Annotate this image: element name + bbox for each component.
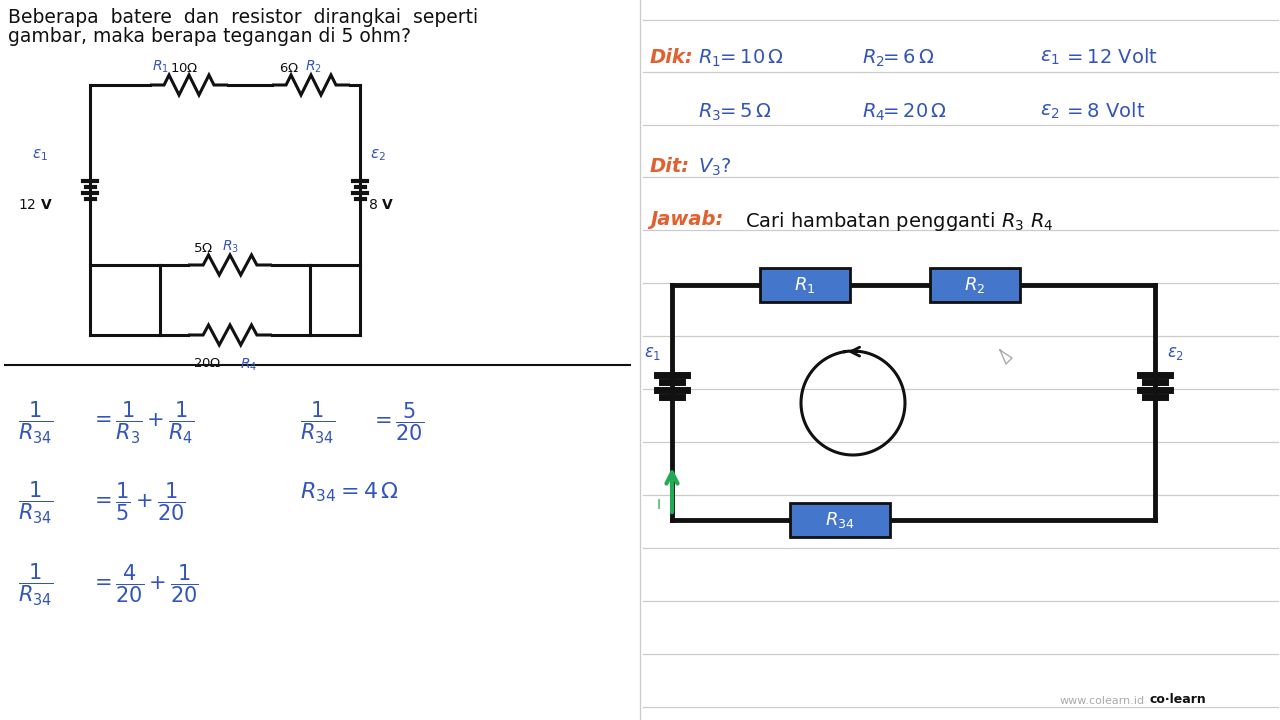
Text: gambar, maka berapa tegangan di 5 ohm?: gambar, maka berapa tegangan di 5 ohm? [8, 27, 411, 46]
Text: $R_3$: $R_3$ [221, 238, 239, 255]
FancyBboxPatch shape [931, 268, 1020, 302]
Text: $R_1$: $R_1$ [698, 48, 721, 69]
Text: Dik:: Dik: [650, 48, 694, 67]
FancyBboxPatch shape [790, 503, 890, 537]
Text: $\varepsilon_1$: $\varepsilon_1$ [32, 147, 47, 163]
Text: $= 12$ Volt: $= 12$ Volt [1062, 48, 1158, 67]
Text: $= \dfrac{1}{R_3} + \dfrac{1}{R_4}$: $= \dfrac{1}{R_3} + \dfrac{1}{R_4}$ [90, 400, 195, 446]
Text: $R_{34} = 4\,\Omega$: $R_{34} = 4\,\Omega$ [300, 480, 399, 503]
Text: $= \dfrac{1}{5} + \dfrac{1}{20}$: $= \dfrac{1}{5} + \dfrac{1}{20}$ [90, 480, 186, 523]
Text: $\dfrac{1}{R_{34}}$: $\dfrac{1}{R_{34}}$ [18, 480, 54, 526]
Text: $V_3$?: $V_3$? [698, 157, 732, 179]
Text: $\varepsilon_2$: $\varepsilon_2$ [1167, 344, 1184, 362]
FancyBboxPatch shape [760, 268, 850, 302]
Text: $= 20\,\Omega$: $= 20\,\Omega$ [879, 102, 947, 121]
Text: $R_4$: $R_4$ [241, 357, 257, 374]
Text: $R_2$: $R_2$ [964, 275, 986, 295]
Text: $= 5\,\Omega$: $= 5\,\Omega$ [716, 102, 772, 121]
Text: $\varepsilon_2$: $\varepsilon_2$ [1039, 102, 1060, 121]
Text: Dit:: Dit: [650, 157, 690, 176]
Text: $\varepsilon_1$: $\varepsilon_1$ [1039, 48, 1060, 67]
Text: $R_2$: $R_2$ [861, 48, 884, 69]
Text: $12$ V: $12$ V [18, 198, 54, 212]
Text: $R_4$: $R_4$ [861, 102, 886, 123]
Text: Jawab:: Jawab: [650, 210, 723, 229]
Text: $= \dfrac{4}{20} + \dfrac{1}{20}$: $= \dfrac{4}{20} + \dfrac{1}{20}$ [90, 562, 198, 605]
Text: $= 6\,\Omega$: $= 6\,\Omega$ [879, 48, 934, 67]
Text: $20\Omega$: $20\Omega$ [193, 357, 221, 370]
Text: $R_1$: $R_1$ [795, 275, 815, 295]
Text: $\dfrac{1}{R_{34}}$: $\dfrac{1}{R_{34}}$ [18, 562, 54, 608]
Text: $\varepsilon_2$: $\varepsilon_2$ [370, 147, 385, 163]
Text: co·learn: co·learn [1149, 693, 1207, 706]
Text: $5\Omega$: $5\Omega$ [193, 242, 212, 255]
Text: $6\Omega$: $6\Omega$ [279, 62, 300, 75]
Text: Beberapa  batere  dan  resistor  dirangkai  seperti: Beberapa batere dan resistor dirangkai s… [8, 8, 479, 27]
Text: $R_1$: $R_1$ [152, 58, 169, 75]
Text: $R_{34}$: $R_{34}$ [826, 510, 855, 530]
Text: $10\Omega$: $10\Omega$ [170, 62, 198, 75]
Text: $= 10\,\Omega$: $= 10\,\Omega$ [716, 48, 785, 67]
Text: $8$ V: $8$ V [369, 198, 394, 212]
Text: $\varepsilon_1$: $\varepsilon_1$ [644, 344, 662, 362]
Text: I: I [657, 498, 660, 512]
Text: $R_3$: $R_3$ [698, 102, 721, 123]
Text: $R_2$: $R_2$ [305, 58, 321, 75]
Text: $= \dfrac{5}{20}$: $= \dfrac{5}{20}$ [370, 400, 424, 443]
Text: $\dfrac{1}{R_{34}}$: $\dfrac{1}{R_{34}}$ [300, 400, 335, 446]
Text: www.colearn.id: www.colearn.id [1060, 696, 1146, 706]
Text: $= 8$ Volt: $= 8$ Volt [1062, 102, 1146, 121]
Text: Cari hambatan pengganti $R_3\ R_4$: Cari hambatan pengganti $R_3\ R_4$ [745, 210, 1053, 233]
Text: $\dfrac{1}{R_{34}}$: $\dfrac{1}{R_{34}}$ [18, 400, 54, 446]
